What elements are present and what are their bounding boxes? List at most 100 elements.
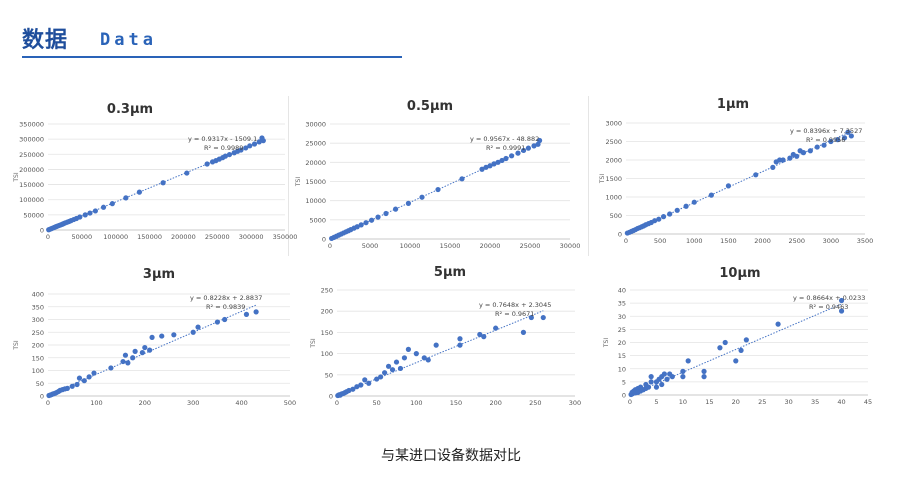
data-point [139, 350, 145, 356]
x-tick-label: 500 [284, 399, 296, 407]
data-point [701, 368, 707, 374]
data-point [515, 150, 521, 156]
y-axis-label: TSI [603, 338, 610, 348]
data-point [487, 163, 493, 169]
data-point [733, 358, 739, 364]
x-tick-label: 200 [489, 399, 501, 407]
trendline-r2: R² = 0.9671 [495, 310, 534, 318]
x-tick-label: 300 [569, 399, 581, 407]
y-tick-label: 100000 [19, 196, 44, 204]
data-point [142, 344, 148, 351]
data-point [256, 139, 262, 145]
data-point [238, 147, 244, 153]
data-point [683, 203, 689, 209]
data-point [92, 208, 98, 214]
data-point [725, 183, 732, 189]
data-point [214, 319, 220, 325]
data-point [81, 378, 87, 384]
data-point [76, 375, 83, 381]
y-tick-label: 25000 [305, 140, 326, 148]
chart-title: 1μm [717, 97, 749, 112]
y-tick-label: 20 [618, 339, 626, 347]
data-point [770, 164, 776, 170]
x-tick-label: 0 [328, 242, 332, 250]
data-point [385, 363, 392, 369]
x-tick-label: 5 [654, 398, 658, 406]
y-axis-label: TSI [310, 338, 317, 348]
y-tick-label: 5 [622, 378, 626, 386]
data-point [828, 138, 834, 145]
x-tick-label: 200 [139, 399, 151, 407]
data-point [738, 347, 744, 353]
chart-divider [588, 96, 589, 256]
x-tick-label: 5000 [362, 242, 379, 250]
x-tick-label: 25 [758, 398, 766, 406]
data-point [835, 137, 841, 143]
data-point [499, 157, 505, 164]
data-point [64, 385, 70, 391]
data-point [660, 214, 667, 220]
y-tick-label: 50 [325, 371, 333, 379]
y-tick-label: 500 [610, 212, 622, 220]
x-tick-label: 30000 [560, 242, 581, 250]
chart-title: 10μm [719, 266, 760, 281]
y-axis-label: TSI [599, 174, 606, 184]
y-tick-label: 5000 [309, 216, 326, 224]
data-point [374, 376, 380, 382]
data-point [648, 379, 654, 385]
data-point [120, 358, 126, 365]
data-point [86, 374, 92, 380]
x-tick-label: 45 [864, 398, 872, 406]
trendline [47, 304, 257, 396]
data-point [358, 382, 364, 388]
data-point [493, 325, 499, 331]
y-tick-label: 2500 [605, 138, 622, 146]
data-point [259, 135, 265, 141]
x-tick-label: 200000 [171, 233, 196, 241]
data-point [661, 371, 667, 377]
data-point [667, 211, 673, 217]
y-tick-label: 350000 [19, 121, 44, 129]
data-point [656, 216, 662, 222]
data-point [457, 342, 463, 348]
x-tick-label: 10 [679, 398, 687, 406]
trendline-equation: y = 0.7648x + 2.3045 [479, 301, 551, 309]
x-tick-label: 1000 [686, 237, 703, 245]
y-tick-label: 200000 [19, 166, 44, 174]
data-point [82, 212, 88, 218]
data-point [652, 218, 658, 224]
trendline-r2: R² = 0.9956 [806, 136, 845, 144]
data-point [243, 311, 250, 317]
y-tick-label: 20000 [305, 159, 326, 167]
x-tick-label: 15 [705, 398, 713, 406]
y-tick-label: 150 [32, 354, 44, 362]
trendline-r2: R² = 0.9991 [486, 144, 525, 152]
data-point [722, 339, 728, 346]
x-tick-label: 3500 [857, 237, 874, 245]
data-point [350, 386, 356, 392]
data-point [363, 220, 369, 226]
data-point [369, 217, 375, 223]
x-tick-label: 0 [628, 398, 632, 406]
data-point [87, 210, 93, 216]
data-point [653, 384, 660, 390]
data-point [648, 374, 654, 380]
data-point [838, 297, 845, 304]
x-tick-label: 2500 [788, 237, 805, 245]
data-point [109, 201, 115, 207]
data-point [184, 170, 190, 176]
y-tick-label: 200 [321, 308, 333, 316]
data-point [780, 157, 786, 163]
data-point [797, 148, 803, 154]
x-tick-label: 300 [187, 399, 199, 407]
x-tick-label: 250000 [205, 233, 230, 241]
data-point [753, 172, 759, 178]
data-point [491, 161, 497, 167]
trendline-equation: y = 0.8228x + 2.8837 [190, 294, 262, 302]
data-point [136, 189, 143, 195]
y-tick-label: 0 [322, 236, 326, 244]
data-point [130, 355, 136, 361]
data-point [378, 374, 384, 380]
